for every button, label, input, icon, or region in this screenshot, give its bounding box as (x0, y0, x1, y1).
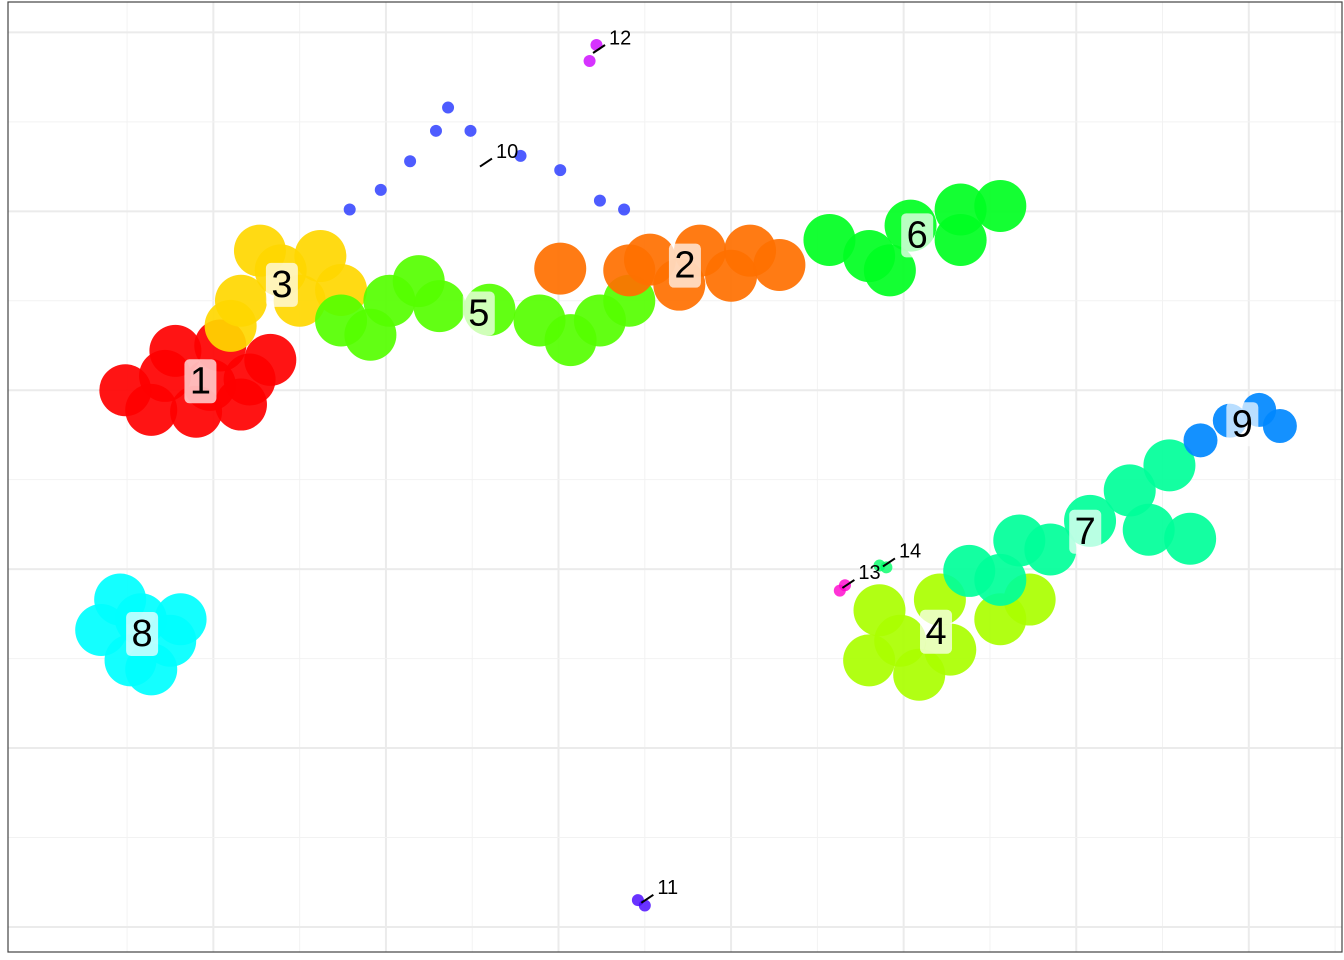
point (442, 101, 455, 114)
point (125, 383, 178, 436)
point (1122, 503, 1175, 556)
cluster-label: 14 (899, 541, 921, 563)
cluster-label: 2 (674, 245, 695, 287)
point (893, 648, 946, 701)
point (1262, 409, 1297, 444)
point (943, 544, 996, 597)
point (343, 203, 356, 216)
point (429, 124, 442, 137)
point (392, 255, 445, 308)
point (374, 183, 387, 196)
label-leader (592, 44, 606, 54)
point (125, 643, 178, 696)
point (974, 179, 1027, 232)
point (214, 378, 267, 431)
point (404, 155, 417, 168)
point (204, 299, 257, 352)
point (590, 38, 603, 51)
point (514, 149, 527, 162)
point (1164, 512, 1217, 565)
cluster-label: 8 (132, 613, 153, 655)
label-box (184, 359, 217, 404)
label-leader (841, 579, 855, 589)
label-box (668, 243, 701, 288)
label-box (265, 262, 298, 307)
point (603, 244, 656, 297)
panel-border (7, 1, 1343, 953)
cluster-label: 3 (271, 264, 292, 306)
point (705, 249, 758, 302)
cluster-label: 11 (657, 877, 678, 899)
point (993, 514, 1046, 567)
point (464, 124, 477, 137)
label-leader (640, 893, 654, 904)
point (1103, 464, 1156, 517)
point (154, 593, 207, 646)
point (618, 203, 631, 216)
cluster-label: 12 (609, 27, 631, 49)
label-box (1226, 402, 1259, 447)
point (534, 242, 587, 295)
cluster-label: 10 (496, 141, 518, 163)
cluster-label: 6 (907, 214, 928, 256)
label-box (901, 213, 934, 258)
cluster-label: 9 (1232, 403, 1253, 445)
cluster-label: 4 (925, 611, 946, 653)
label-box (1069, 509, 1102, 554)
point (880, 561, 893, 574)
point (583, 55, 596, 68)
point (863, 244, 916, 297)
point (853, 584, 906, 637)
grid (8, 2, 1342, 952)
cluster-label: 7 (1075, 511, 1096, 553)
cluster-label: 1 (190, 360, 211, 402)
point (244, 333, 297, 386)
point (1183, 423, 1218, 458)
point (593, 194, 606, 207)
label-box (462, 291, 495, 336)
point (843, 634, 896, 687)
label-box (126, 612, 159, 657)
point (554, 164, 567, 177)
point (1143, 439, 1196, 492)
point (803, 213, 856, 266)
label-leader (479, 157, 493, 168)
point (753, 238, 806, 291)
point (934, 213, 987, 266)
label-box (920, 609, 953, 654)
point (344, 308, 397, 361)
cluster-label: 13 (858, 562, 880, 584)
label-leader (882, 557, 896, 568)
cluster-label: 5 (468, 293, 489, 335)
